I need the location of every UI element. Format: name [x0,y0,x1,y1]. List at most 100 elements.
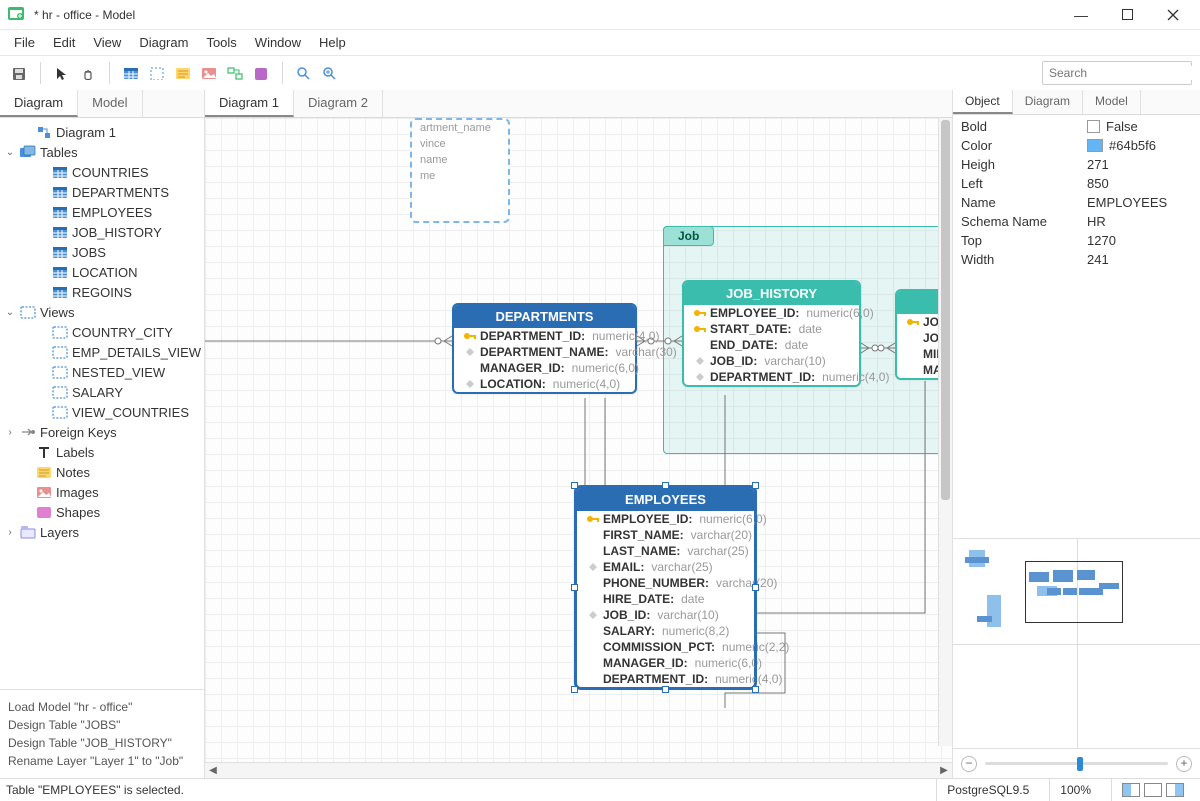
column: FIRST_NAME:varchar(20) [577,527,754,543]
maximize-button[interactable] [1104,1,1150,29]
canvas-tab[interactable]: Diagram 2 [294,90,383,117]
tree-shapes[interactable]: Shapes [0,502,204,522]
menu-tools[interactable]: Tools [198,32,244,53]
entity-employees[interactable]: EMPLOYEESEMPLOYEE_ID:numeric(6,0)FIRST_N… [575,486,756,689]
column: DEPARTMENT_ID:numeric(4,0) [577,671,754,687]
tree-tables[interactable]: ⌄Tables [0,142,204,162]
shape-tool[interactable] [250,62,272,84]
column: COMMISSION_PCT:numeric(2,2) [577,639,754,655]
note-tool[interactable] [172,62,194,84]
tree-foreign-keys[interactable]: ›Foreign Keys [0,422,204,442]
prop-bold[interactable]: BoldFalse [961,117,1192,136]
entity-job_history[interactable]: JOB_HISTORYEMPLOYEE_ID:numeric(6,0)START… [682,280,861,387]
pane-right-icon[interactable] [1166,783,1184,797]
zoom-slider[interactable] [985,762,1168,765]
status-message: Table "EMPLOYEES" is selected. [6,783,184,797]
column: LAST_NAME:varchar(25) [577,543,754,559]
zoom-fit-tool[interactable] [319,62,341,84]
model-tree[interactable]: Diagram 1⌄TablesCOUNTRIESDEPARTMENTSEMPL… [0,118,204,689]
tree-view-nested_view[interactable]: NESTED_VIEW [0,362,204,382]
entity-departments[interactable]: DEPARTMENTSDEPARTMENT_ID:numeric(4,0)DEP… [452,303,637,394]
prop-schema-name[interactable]: Schema NameHR [961,212,1192,231]
tree-view-salary[interactable]: SALARY [0,382,204,402]
save-button[interactable] [8,62,30,84]
tree-view-country_city[interactable]: COUNTRY_CITY [0,322,204,342]
prop-color[interactable]: Color#64b5f6 [961,136,1192,155]
right-tab-diagram[interactable]: Diagram [1013,90,1083,114]
tree-view-emp_details_view[interactable]: EMP_DETAILS_VIEW [0,342,204,362]
prop-name[interactable]: NameEMPLOYEES [961,193,1192,212]
tree-table-location[interactable]: LOCATION [0,262,204,282]
tree-table-regoins[interactable]: REGOINS [0,282,204,302]
history-item: Load Model "hr - office" [8,698,196,716]
cursor-tool[interactable] [51,62,73,84]
column: EMAIL:varchar(25) [577,559,754,575]
menu-window[interactable]: Window [247,32,309,53]
canvas-tab[interactable]: Diagram 1 [205,90,294,117]
zoom-in-button[interactable]: + [1176,756,1192,772]
column: HIRE_DATE:date [577,591,754,607]
history-item: Rename Layer "Layer 1" to "Job" [8,752,196,770]
column: MANAGER_ID:numeric(6,0) [577,655,754,671]
column: SALARY:numeric(8,2) [577,623,754,639]
tree-table-jobs[interactable]: JOBS [0,242,204,262]
pane-none-icon[interactable] [1144,783,1162,797]
close-button[interactable] [1150,1,1196,29]
tree-notes[interactable]: Notes [0,462,204,482]
zoom-control[interactable]: − + [953,748,1200,778]
tree-table-countries[interactable]: COUNTRIES [0,162,204,182]
tree-table-job_history[interactable]: JOB_HISTORY [0,222,204,242]
search-box[interactable] [1042,61,1192,85]
relation-tool[interactable] [224,62,246,84]
menu-edit[interactable]: Edit [45,32,83,53]
tree-table-departments[interactable]: DEPARTMENTS [0,182,204,202]
tree-table-employees[interactable]: EMPLOYEES [0,202,204,222]
menu-help[interactable]: Help [311,32,354,53]
menu-bar: FileEditViewDiagramToolsWindowHelp [0,30,1200,56]
right-tab-model[interactable]: Model [1083,90,1141,114]
column: DEPARTMENT_NAME:varchar(30) [454,344,635,360]
new-table-tool[interactable] [120,62,142,84]
tree-views[interactable]: ⌄Views [0,302,204,322]
hand-tool[interactable] [77,62,99,84]
menu-view[interactable]: View [85,32,129,53]
minimize-button[interactable]: — [1058,1,1104,29]
image-tool[interactable] [198,62,220,84]
window-title: * hr - office - Model [34,8,1058,22]
left-tab-diagram[interactable]: Diagram [0,90,78,117]
left-tabs: DiagramModel [0,90,204,118]
prop-left[interactable]: Left850 [961,174,1192,193]
minimap[interactable] [953,538,1200,748]
prop-top[interactable]: Top1270 [961,231,1192,250]
tree-layers[interactable]: ›Layers [0,522,204,542]
titlebar: * hr - office - Model — [0,0,1200,30]
diagram-canvas[interactable]: Jobartment_namevincenamemeempjob_mandepl… [205,118,952,762]
column: PHONE_NUMBER:varchar(20) [577,575,754,591]
prop-width[interactable]: Width241 [961,250,1192,269]
selection-tool[interactable] [146,62,168,84]
pane-left-icon[interactable] [1122,783,1140,797]
history-item: Design Table "JOB_HISTORY" [8,734,196,752]
zoom-out-button[interactable]: − [961,756,977,772]
left-tab-model[interactable]: Model [78,90,142,117]
toolbar [0,56,1200,90]
menu-diagram[interactable]: Diagram [131,32,196,53]
history-item: Design Table "JOBS" [8,716,196,734]
zoom-tool[interactable] [293,62,315,84]
right-tab-object[interactable]: Object [953,90,1013,114]
column: START_DATE:date [684,321,859,337]
tree-view-view_countries[interactable]: VIEW_COUNTRIES [0,402,204,422]
tree-images[interactable]: Images [0,482,204,502]
canvas-vscroll[interactable] [938,118,952,746]
column: DEPARTMENT_ID:numeric(4,0) [684,369,859,385]
column: DEPARTMENT_ID:numeric(4,0) [454,328,635,344]
tree-labels[interactable]: Labels [0,442,204,462]
prop-heigh[interactable]: Heigh271 [961,155,1192,174]
menu-file[interactable]: File [6,32,43,53]
column: EMPLOYEE_ID:numeric(6,0) [577,511,754,527]
column: JOB_ID:varchar(10) [684,353,859,369]
tree-diagram[interactable]: Diagram 1 [0,122,204,142]
app-icon [8,6,26,24]
search-input[interactable] [1049,66,1200,80]
canvas-hscroll[interactable]: ◀▶ [205,762,952,778]
